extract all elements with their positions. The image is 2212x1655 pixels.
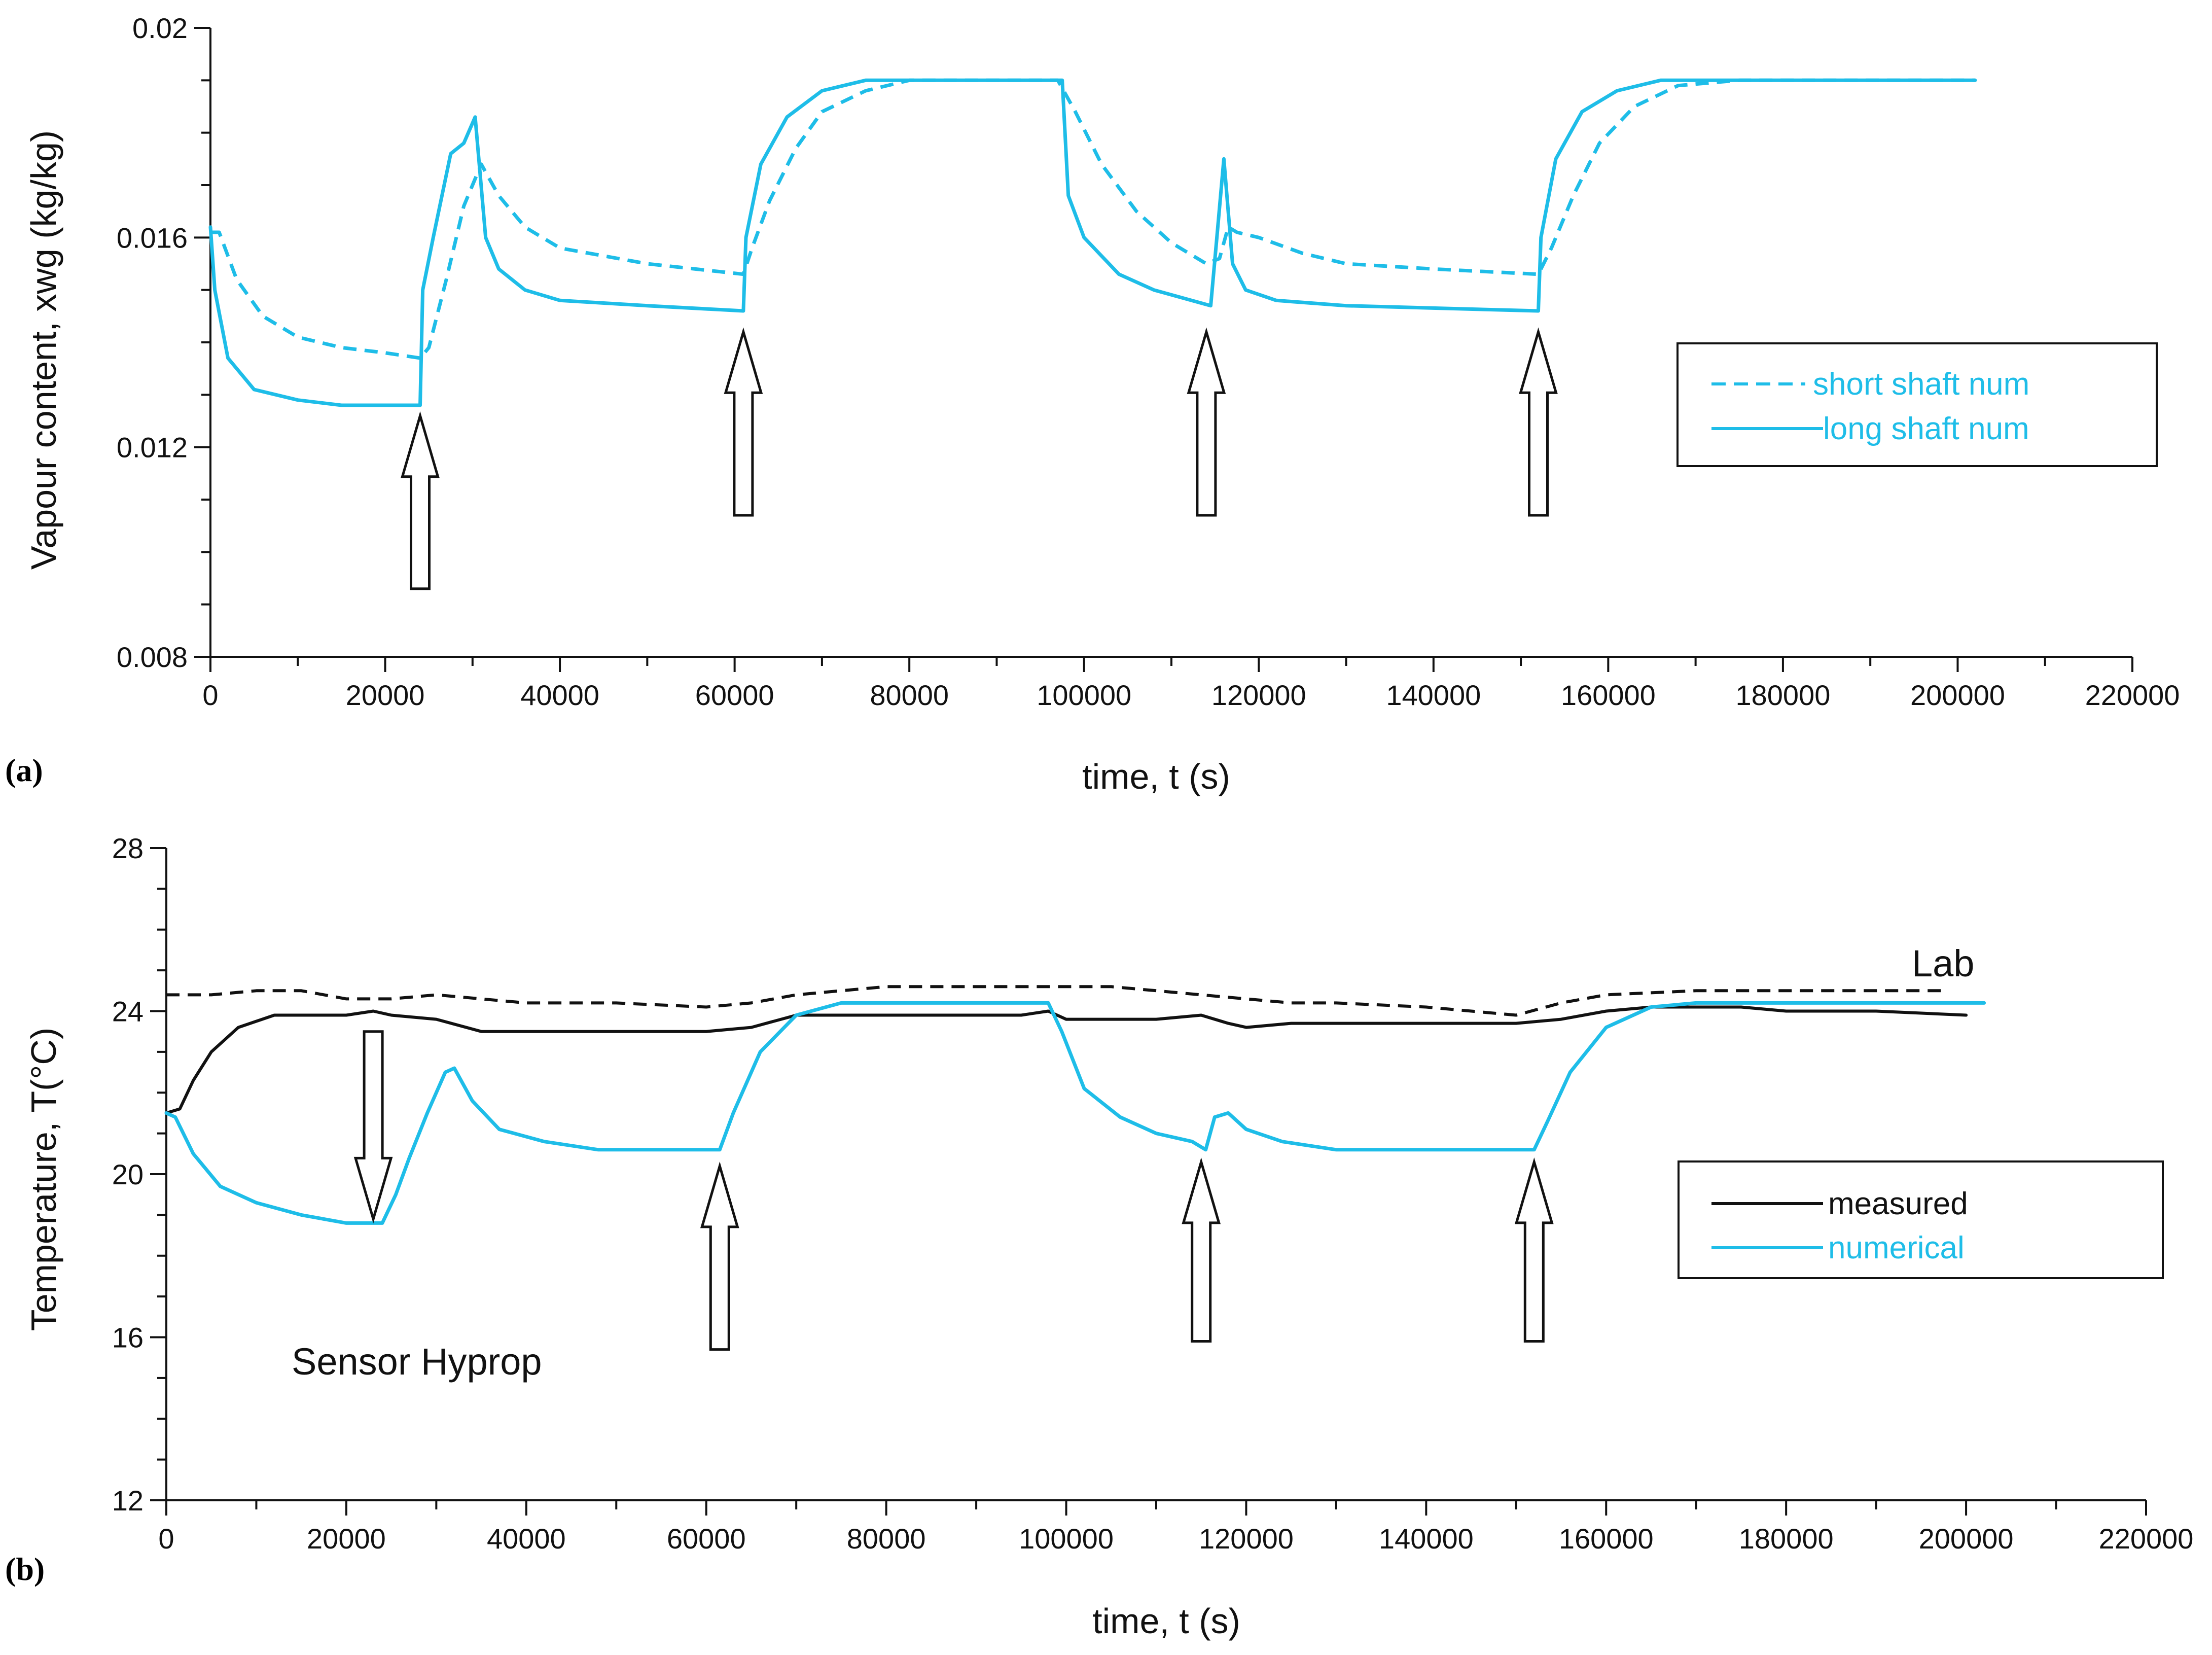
panel-b-x-tick-label: 0 [158,1523,174,1555]
panel-a-x-tick-label: 60000 [695,679,774,711]
sensor-hyprop-annotation: Sensor Hyprop [292,1341,542,1383]
panel-a-x-tick-label: 0 [202,679,218,711]
panel-b-x-tick-label: 20000 [307,1523,386,1555]
panel-b-x-tick-label: 60000 [667,1523,746,1555]
panel-a-x-tick-label: 180000 [1735,679,1830,711]
panel-a-x-tick-label: 120000 [1211,679,1306,711]
legend-numerical-label: numerical [1828,1230,1965,1265]
panel-a-y-tick-label: 0.012 [117,432,188,464]
panel-b-y-tick-label: 28 [112,832,144,864]
panel-b-y-tick-label: 12 [112,1485,144,1517]
panel-b-series [164,985,1986,1225]
legend-measured-label: measured [1828,1186,1968,1221]
panel-b-x-axis-title: time, t (s) [1092,1601,1240,1641]
panel-a-legend: short shaft num long shaft num [1676,342,2158,467]
panel-a-x-tick-label: 20000 [346,679,425,711]
panel-b-x-tick-label: 120000 [1199,1523,1294,1555]
panel-a-series [208,78,1977,407]
series-long-shaft-num [208,78,1977,407]
panel-a-y-tick-label: 0.016 [117,222,188,254]
panel-b-x-tick-label: 160000 [1559,1523,1654,1555]
panel-b-x-tick-label: 180000 [1739,1523,1834,1555]
legend-short-shaft-label: short shaft num [1813,367,2029,402]
series-lab [166,985,1948,1017]
arrow-up-marker [1182,1157,1221,1343]
panel-b-y-tick-label: 16 [112,1322,144,1354]
panel-b-x-tick-label: 40000 [487,1523,566,1555]
panel-b-x-tick-label: 200000 [1919,1523,2014,1555]
panel-a-y-axis-title: Vapour content, xwg (kg/kg) [24,130,63,570]
panel-b-y-tick-label: 20 [112,1158,144,1190]
panel-a-arrows [401,327,1558,590]
panel-a-x-tick-label: 160000 [1561,679,1656,711]
arrow-up-marker [700,1161,739,1351]
panel-b-y-axis-title: Temperature, T(°C) [24,1028,63,1331]
panel-a-x-axis-title: time, t (s) [1082,757,1230,796]
arrow-up-marker [724,327,763,517]
panel-a-x-tick-label: 40000 [520,679,599,711]
arrow-up-marker [1519,327,1558,517]
panel-a-x-tick-label: 200000 [1910,679,2005,711]
panel-b-label: (b) [5,1551,45,1587]
panel-b-x-tick-label: 140000 [1379,1523,1474,1555]
panel-a-x-tick-label: 80000 [870,679,949,711]
panel-b-axes: 0 20000 40000 60000 80000 100000 120000 140000 1… [112,832,2194,1555]
series-numerical [164,1001,1986,1225]
panel-a-y-tick-label: 0.008 [117,641,188,673]
arrow-up-marker [1514,1157,1554,1343]
panel-a-x-tick-label: 100000 [1037,679,1131,711]
panel-b-x-tick-label: 220000 [2099,1523,2194,1555]
panel-b-x-tick-label: 100000 [1019,1523,1114,1555]
panel-b-x-tick-label: 80000 [847,1523,926,1555]
panel-a-label: (a) [5,752,43,788]
arrow-up-marker [1187,327,1226,517]
series-short-shaft-num [210,78,1975,360]
panel-a-x-tick-label: 220000 [2085,679,2180,711]
panel-a-axes: 0 20000 40000 60000 80000 100000 120000 140000 1… [117,12,2180,711]
panel-a-vapour-content-chart: 0 20000 40000 60000 80000 100000 120000 140000 1… [5,12,2180,796]
panel-b-temperature-chart: 0 20000 40000 60000 80000 100000 120000 140000 1… [5,832,2193,1641]
legend-long-shaft-label: long shaft num [1823,411,2029,446]
panel-b-y-tick-label: 24 [112,996,144,1028]
lab-annotation: Lab [1912,942,1974,984]
arrow-up-marker [401,411,440,590]
series-measured [165,1005,1968,1115]
panel-a-x-tick-label: 140000 [1386,679,1481,711]
panel-a-y-tick-label: 0.02 [132,12,188,44]
arrow-down-marker [353,1030,393,1224]
panel-b-arrows [353,1030,1554,1351]
panel-b-legend: measured numerical [1678,1160,2164,1279]
